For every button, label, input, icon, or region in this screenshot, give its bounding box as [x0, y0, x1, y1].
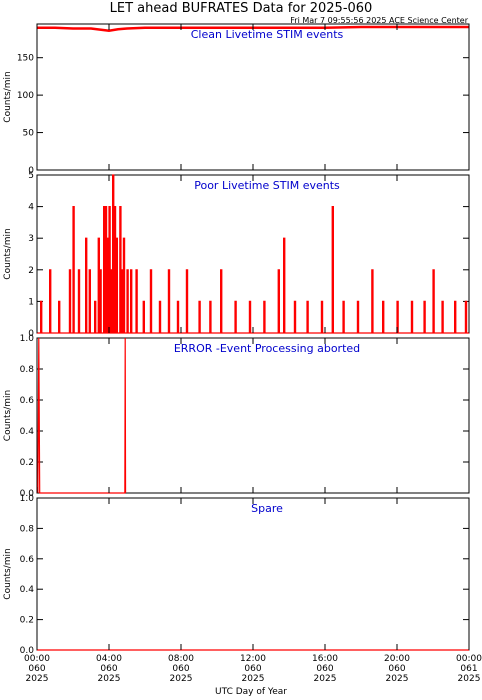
- panel-3: 0.0 0.2 0.4 0.6 0.8 1.0 Counts/min ERROR -Event…: [3, 334, 470, 499]
- y-tick-label: 150: [17, 54, 34, 64]
- x-tick-label: 00:00: [24, 654, 50, 664]
- x-tick-label: 04:00: [96, 654, 122, 664]
- panel-frame: [36, 23, 470, 171]
- y-tick-label: 0.6: [20, 396, 35, 406]
- y-tick-label: 2: [28, 266, 34, 276]
- y-tick-label: 0: [28, 329, 34, 339]
- panel-title: Clean Livetime STIM events: [191, 28, 344, 41]
- x-tick-label: 2025: [242, 674, 265, 684]
- x-tick-label: 20:00: [384, 654, 410, 664]
- series-line: [37, 337, 127, 494]
- panel-frame: [36, 174, 470, 334]
- y-tick-label: 0.2: [20, 616, 34, 626]
- x-tick-label: 060: [316, 664, 333, 674]
- panel-title: Poor Livetime STIM events: [194, 179, 340, 192]
- y-axis-label: Counts/min: [3, 548, 13, 599]
- x-tick-label: 2025: [314, 674, 337, 684]
- x-tick-label: 08:00: [168, 654, 194, 664]
- y-tick-label: 3: [28, 234, 34, 244]
- figure-title: LET ahead BUFRATES Data for 2025-060: [110, 1, 373, 16]
- y-tick-label: 0: [28, 166, 34, 176]
- y-tick-label: 0.8: [20, 365, 35, 375]
- x-tick-label: 2025: [458, 674, 481, 684]
- y-tick-label: 4: [28, 203, 34, 213]
- y-tick-label: 0.8: [20, 524, 35, 534]
- x-tick-label: 12:00: [240, 654, 266, 664]
- x-tick-label: 060: [388, 664, 405, 674]
- panel-2: 0 1 2 3 4 5 Counts/min Poor Livetime STIM event…: [3, 171, 470, 339]
- y-tick-label: 1: [28, 297, 34, 307]
- panel-frame: [36, 337, 470, 494]
- x-tick-label: 00:00: [456, 654, 482, 664]
- y-tick-label: 100: [17, 91, 34, 101]
- x-tick-label: 060: [28, 664, 45, 674]
- panel-1: 0 50 100 150 Counts/min Clean Livetime STIM e…: [3, 23, 470, 176]
- x-tick-label: 2025: [98, 674, 121, 684]
- y-axis-label: Counts/min: [3, 228, 13, 279]
- y-tick-label: 1.0: [20, 334, 35, 344]
- figure-subtitle: Fri Mar 7 09:55:56 2025 ACE Science Cent…: [290, 16, 468, 25]
- y-tick-label: 0.4: [20, 427, 35, 437]
- x-axis-title: UTC Day of Year: [215, 687, 287, 697]
- x-tick-label: 060: [244, 664, 261, 674]
- y-axis-label: Counts/min: [3, 390, 13, 441]
- y-tick-label: 0.6: [20, 555, 35, 565]
- y-tick-label: 0.0: [20, 646, 35, 656]
- panel-title: ERROR -Event Processing aborted: [174, 342, 360, 355]
- series-line: [37, 174, 469, 334]
- y-tick-label: 0.0: [20, 489, 35, 499]
- y-axis-label: Counts/min: [3, 71, 13, 122]
- x-tick-label: 060: [100, 664, 117, 674]
- x-axis: 00:00060202504:00060202508:00060202512:0…: [24, 498, 482, 684]
- y-tick-label: 1.0: [20, 494, 35, 504]
- panel-4: 0.0 0.2 0.4 0.6 0.8 1.0 Counts/min Spare: [3, 494, 470, 656]
- y-tick-label: 50: [23, 129, 35, 139]
- y-tick-label: 0.4: [20, 585, 35, 595]
- y-tick-label: 5: [28, 171, 34, 181]
- panel-frame: [36, 497, 470, 651]
- panel-title: Spare: [251, 502, 283, 515]
- x-tick-label: 2025: [386, 674, 409, 684]
- x-tick-label: 2025: [170, 674, 193, 684]
- x-tick-label: 060: [172, 664, 189, 674]
- x-tick-label: 16:00: [312, 654, 338, 664]
- x-tick-label: 061: [460, 664, 477, 674]
- y-tick-label: 0.2: [20, 458, 34, 468]
- x-tick-label: 2025: [26, 674, 49, 684]
